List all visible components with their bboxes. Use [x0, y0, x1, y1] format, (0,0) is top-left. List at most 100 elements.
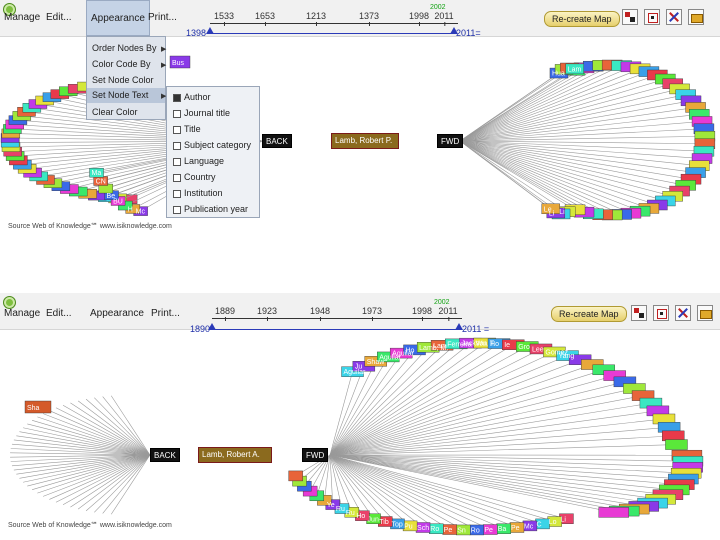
range-bar	[212, 329, 459, 330]
citation-link	[329, 381, 625, 456]
option-subject-category[interactable]: Subject category	[173, 140, 251, 150]
citation-link	[329, 454, 688, 468]
citation-link	[55, 454, 151, 503]
citation-link	[329, 352, 402, 456]
timeline-tick: 1653	[254, 11, 276, 26]
focus-node[interactable]: Lamb, Robert P.	[331, 133, 399, 149]
checkbox-icon	[173, 205, 181, 214]
checkbox-icon	[173, 141, 181, 150]
citation-link	[85, 398, 151, 456]
menu-appearance[interactable]: Appearance	[86, 0, 150, 36]
citation-link	[459, 66, 632, 142]
focus-node[interactable]: Lamb, Robert A.	[198, 447, 272, 463]
citation-link	[329, 454, 567, 520]
source-credit: Source Web of Knowledge℠ www.isiknowledg…	[8, 223, 172, 230]
citation-link	[459, 140, 632, 214]
pattern-tool-icon[interactable]	[631, 305, 647, 321]
citation-link	[329, 375, 615, 456]
citation-link	[459, 94, 686, 142]
citation-link	[19, 454, 151, 479]
citation-link	[31, 420, 151, 456]
range-end-handle[interactable]	[450, 27, 458, 34]
citation-link	[329, 366, 365, 456]
citation-link	[459, 140, 567, 212]
fwd-node[interactable]: FWD	[302, 448, 329, 462]
citation-link	[329, 410, 658, 456]
option-institution[interactable]: Institution	[173, 188, 223, 198]
option-journal-title[interactable]: Journal title	[173, 108, 230, 118]
citation-link	[329, 345, 443, 456]
menu-set-node-text[interactable]: Set Node Text	[87, 88, 165, 103]
citation-link	[37, 416, 151, 456]
citation-node-label: Sch	[417, 525, 429, 532]
timeline-axis[interactable]: 1533 1653 1213 1373 1998 2011	[210, 11, 458, 26]
cross-tool-icon[interactable]	[666, 9, 682, 25]
citation-link	[459, 140, 603, 216]
menu-color-code-by[interactable]: Color Code By	[92, 59, 151, 69]
citation-link	[43, 454, 151, 497]
citation-link	[11, 443, 151, 456]
back-node[interactable]: BACK	[262, 134, 292, 148]
citation-node-label: Aguilar	[392, 351, 414, 358]
cross-tool-icon[interactable]	[675, 305, 691, 321]
citation-node-label: Mc	[136, 209, 146, 216]
range-start-handle[interactable]	[208, 323, 216, 330]
citation-node-label: BU	[113, 198, 123, 205]
menu-manage[interactable]: Manage	[4, 308, 41, 319]
menu-clear-color[interactable]: Clear Color	[92, 107, 138, 117]
citation-node-label: Shaw	[367, 359, 385, 366]
citation-link	[459, 140, 666, 202]
citation-link	[10, 448, 151, 456]
citation-node-label: Aguilar	[344, 369, 366, 376]
option-language[interactable]: Language	[173, 156, 224, 166]
citation-link	[459, 140, 594, 215]
citation-link	[459, 68, 641, 142]
grid-tool-icon[interactable]	[644, 9, 660, 25]
menu-edit[interactable]: Edit...	[46, 12, 72, 23]
citation-link	[329, 343, 500, 456]
citation-node	[598, 507, 629, 518]
citation-node-label: Pe	[444, 527, 453, 534]
citation-node	[341, 366, 364, 377]
menu-set-node-color[interactable]: Set Node Color	[92, 75, 154, 85]
folder-tool-icon[interactable]	[688, 9, 704, 25]
back-node[interactable]: BACK	[150, 448, 180, 462]
menu-print[interactable]: Print...	[148, 12, 177, 23]
citation-node-label: Lee	[532, 346, 544, 353]
current-year-flag: 2002	[434, 299, 450, 306]
citation-link	[459, 67, 570, 142]
grid-tool-icon[interactable]	[653, 305, 669, 321]
range-end-handle[interactable]	[455, 323, 463, 330]
citation-node-label: Ho	[490, 341, 499, 348]
menu-appearance[interactable]: Appearance	[90, 308, 144, 319]
citation-node-label: Wu, T.	[476, 341, 496, 348]
menu-manage[interactable]: Manage	[4, 12, 41, 23]
citation-link	[102, 396, 151, 456]
citation-link	[329, 454, 424, 528]
citation-link	[329, 454, 411, 527]
citation-link	[459, 140, 562, 215]
citation-link	[459, 88, 680, 142]
option-publication-year[interactable]: Publication year	[173, 204, 248, 214]
range-start-handle[interactable]	[206, 27, 214, 34]
top-map-panel: Mc H BU Be CN Ma Hua Lam Li Li Le Bus Manage Edit..…	[0, 0, 720, 240]
fwd-node[interactable]: FWD	[437, 134, 464, 148]
menu-order-nodes-by[interactable]: Order Nodes By	[92, 43, 157, 53]
menu-print[interactable]: Print...	[151, 308, 180, 319]
citation-link	[329, 371, 353, 456]
folder-tool-icon[interactable]	[697, 305, 713, 321]
timeline-tick: 1998	[408, 11, 430, 26]
range-end-label: 2011=	[456, 28, 481, 38]
timeline-axis[interactable]: 1889 1923 1948 1973 1998 2011	[212, 306, 462, 321]
option-title[interactable]: Title	[173, 124, 201, 134]
option-country[interactable]: Country	[173, 172, 216, 182]
recreate-map-button[interactable]: Re-create Map	[551, 306, 627, 322]
menu-edit[interactable]: Edit...	[46, 308, 72, 319]
citation-link	[329, 454, 504, 530]
recreate-map-button[interactable]: Re-create Map	[544, 11, 620, 27]
option-author[interactable]: Author	[173, 92, 211, 102]
citation-node-label: Ie	[504, 342, 510, 349]
option-label: Language	[184, 156, 225, 166]
pattern-tool-icon[interactable]	[622, 9, 638, 25]
